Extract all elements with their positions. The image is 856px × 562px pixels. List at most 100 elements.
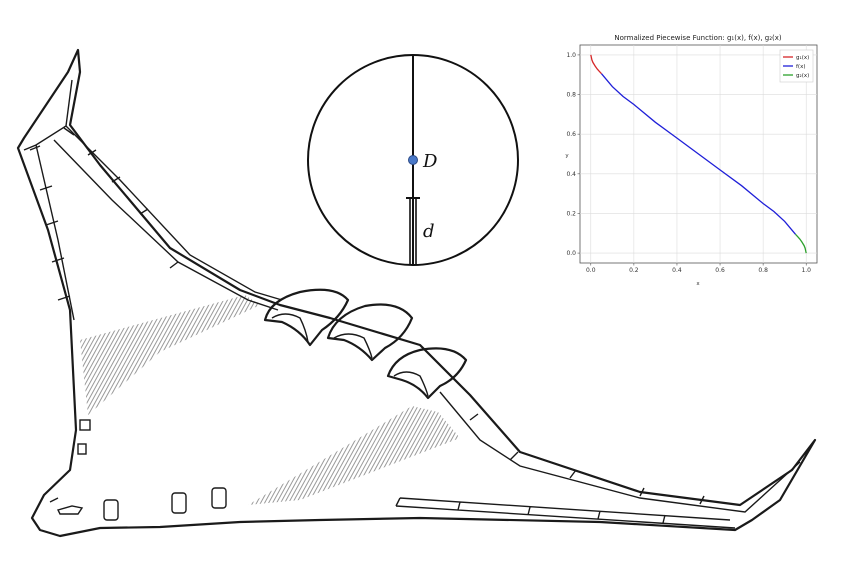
hatch-line xyxy=(151,295,235,415)
hatch-line xyxy=(155,295,239,415)
hatch-line xyxy=(123,295,207,415)
hatch-line xyxy=(321,406,389,505)
hatch-line xyxy=(143,295,227,415)
hatch-line xyxy=(80,295,155,415)
hatch-line xyxy=(248,406,273,505)
hatch-line xyxy=(147,295,231,415)
hatch-line xyxy=(154,395,220,515)
hatch-line xyxy=(248,406,285,505)
hatch-line xyxy=(174,395,240,515)
hatch-line xyxy=(397,406,460,505)
hatch-line xyxy=(239,295,260,415)
hatch-line xyxy=(385,406,453,505)
hatch-line xyxy=(361,406,429,505)
hatch-line xyxy=(80,295,107,415)
legend-label: g₂(x) xyxy=(796,73,809,79)
hatch-line xyxy=(478,395,544,515)
hatch-line xyxy=(297,406,365,505)
engine-1 xyxy=(263,288,350,347)
hatch-line xyxy=(353,406,421,505)
fuselage-windows xyxy=(49,419,227,521)
legend-label: f(x) xyxy=(796,64,805,70)
y-tick-label: 0.8 xyxy=(566,92,576,99)
series-line xyxy=(601,73,796,235)
left-wing-segments xyxy=(29,127,179,301)
hatch-line xyxy=(462,395,528,515)
hatch-line xyxy=(466,395,532,515)
hatch-line xyxy=(0,280,47,430)
hatch-line xyxy=(281,406,349,505)
hatch-line xyxy=(248,406,305,505)
hatch-line xyxy=(269,406,337,505)
label-D: D xyxy=(422,151,438,172)
hatch-line xyxy=(0,280,63,430)
hatch-line xyxy=(441,406,460,505)
hatch-line xyxy=(268,280,351,430)
legend-label: g₁(x) xyxy=(796,55,809,61)
label-d: d xyxy=(423,221,435,242)
y-tick-label: 0.2 xyxy=(566,210,576,217)
hatch-line xyxy=(171,295,255,415)
hatch-line xyxy=(0,280,67,430)
x-tick-label: 0.4 xyxy=(672,267,682,274)
hatch-line xyxy=(305,406,373,505)
hatch-line xyxy=(87,295,171,415)
hatch-line xyxy=(381,406,449,505)
hatch-line xyxy=(365,406,433,505)
hatch-line xyxy=(119,295,203,415)
hatch-line xyxy=(253,406,321,505)
hatch-line xyxy=(80,295,111,415)
hatch-line xyxy=(405,406,460,505)
chart-legend: g₁(x) f(x) g₂(x) xyxy=(779,49,814,83)
hatch-line xyxy=(389,406,457,505)
y-tick-label: 0.0 xyxy=(566,250,576,257)
hatch-line xyxy=(255,295,260,415)
hatch-line xyxy=(272,280,355,430)
hatch-line xyxy=(261,406,329,505)
hatch-line xyxy=(377,406,445,505)
y-tick-label: 0.4 xyxy=(566,171,576,178)
hatch-line xyxy=(179,295,260,415)
x-axis-label: x xyxy=(696,281,700,287)
hatch-line xyxy=(289,406,357,505)
hatch-line xyxy=(309,406,377,505)
hatch-line xyxy=(135,295,219,415)
hatch-line xyxy=(341,406,409,505)
x-tick-label: 0.2 xyxy=(629,267,639,274)
y-tick-label: 0.6 xyxy=(566,131,576,138)
hatch-line xyxy=(248,406,309,505)
hatch-line xyxy=(248,406,281,505)
hatch-line xyxy=(0,280,75,430)
hatch-line xyxy=(248,406,277,505)
hatch-line xyxy=(91,295,175,415)
hatch-line xyxy=(317,406,385,505)
hatch-line xyxy=(80,295,119,415)
hatch-line xyxy=(191,295,260,415)
hatch-line xyxy=(80,295,135,415)
chart-series xyxy=(590,54,807,254)
hatch-line xyxy=(80,295,95,415)
right-wing-flaps xyxy=(395,497,736,529)
hatch-line xyxy=(248,406,289,505)
hatch-line xyxy=(417,406,460,505)
hatch-line xyxy=(95,295,179,415)
left-wing-slat-line xyxy=(53,139,279,311)
hatch-line xyxy=(0,280,71,430)
hatch-line xyxy=(80,295,131,415)
hatch-line xyxy=(301,406,369,505)
hatch-line xyxy=(437,406,460,505)
hatch-line xyxy=(223,295,260,415)
left-wing-leading-edge xyxy=(23,79,75,321)
hatch-line xyxy=(373,406,441,505)
hatch-line xyxy=(80,295,91,415)
hatch-line xyxy=(80,295,159,415)
hatch-line xyxy=(195,295,260,415)
hatch-line xyxy=(393,406,460,505)
hatch-line xyxy=(219,295,260,415)
hatch-line xyxy=(0,280,43,430)
engine-3 xyxy=(386,347,468,400)
hatch-line xyxy=(248,406,301,505)
left-wing-trailing-strip xyxy=(65,125,283,301)
hatch-line xyxy=(163,295,247,415)
